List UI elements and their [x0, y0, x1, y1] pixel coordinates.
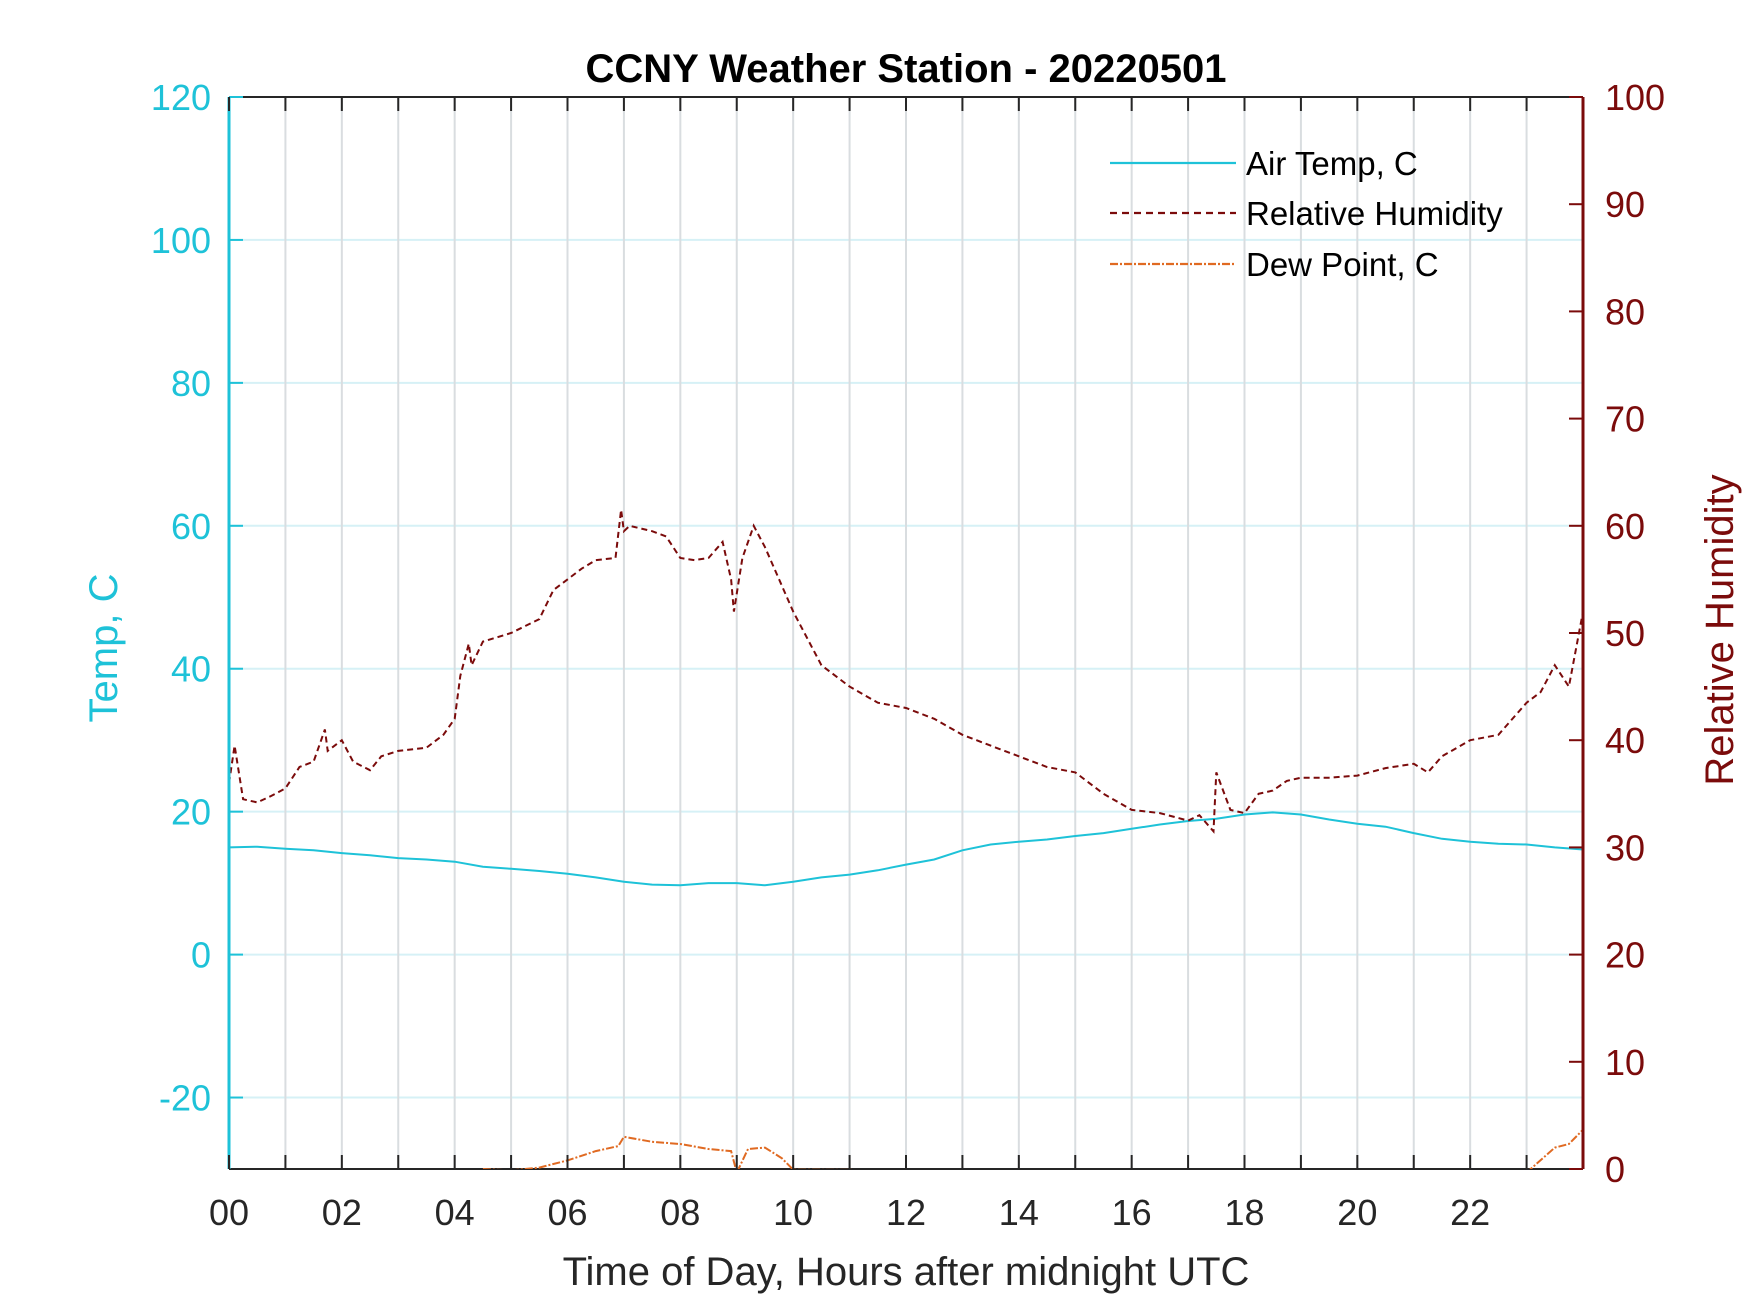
right-tick-label: 20	[1605, 935, 1645, 976]
right-tick-label: 60	[1605, 506, 1645, 547]
left-tick-label: 60	[171, 506, 211, 547]
legend-label-air-temp: Air Temp, C	[1246, 145, 1418, 182]
right-y-axis-label: Relative Humidity	[1698, 474, 1742, 785]
left-tick-label: 120	[151, 77, 211, 118]
series-layer	[229, 509, 1583, 1169]
chart-title: CCNY Weather Station - 20220501	[586, 47, 1227, 91]
left-y-axis-label: Temp, C	[82, 574, 126, 723]
left-y-axis: 120 100 80 60 40 20 0 -20	[151, 77, 243, 1169]
right-tick-label: 90	[1605, 184, 1645, 225]
left-tick-label: 0	[191, 935, 211, 976]
right-tick-label: 70	[1605, 399, 1645, 440]
x-tick-label: 08	[660, 1192, 700, 1233]
left-tick-label: 100	[151, 220, 211, 261]
x-tick-label: 06	[547, 1192, 587, 1233]
right-tick-label: 30	[1605, 827, 1645, 868]
x-tick-label: 10	[773, 1192, 813, 1233]
legend-label-dew-point: Dew Point, C	[1246, 246, 1439, 283]
left-tick-label: 20	[171, 792, 211, 833]
left-tick-label: -20	[159, 1078, 211, 1119]
x-tick-label: 18	[1224, 1192, 1264, 1233]
right-tick-label: 80	[1605, 291, 1645, 332]
x-tick-label: 14	[999, 1192, 1039, 1233]
x-axis-label: Time of Day, Hours after midnight UTC	[563, 1250, 1250, 1294]
legend: Air Temp, C Relative Humidity Dew Point,…	[1110, 145, 1503, 283]
right-tick-label: 100	[1605, 77, 1665, 118]
right-tick-label: 0	[1605, 1149, 1625, 1190]
series-line-air-temp-c	[229, 811, 1583, 887]
x-tick-label: 20	[1337, 1192, 1377, 1233]
left-tick-label: 40	[171, 649, 211, 690]
right-tick-label: 40	[1605, 720, 1645, 761]
x-tick-label: 02	[322, 1192, 362, 1233]
legend-label-relative-humidity: Relative Humidity	[1246, 195, 1503, 232]
right-tick-label: 50	[1605, 613, 1645, 654]
x-tick-label: 12	[886, 1192, 926, 1233]
x-tick-label: 16	[1112, 1192, 1152, 1233]
right-tick-label: 10	[1605, 1042, 1645, 1083]
x-axis: 00 02 04 06 08 10 12 14 16 18 20 22	[209, 97, 1528, 1233]
x-tick-label: 04	[435, 1192, 475, 1233]
left-tick-label: 80	[171, 363, 211, 404]
series-line-relative-humidity	[229, 509, 1583, 834]
series-line-dew-point-c	[482, 1128, 1583, 1169]
x-tick-label: 00	[209, 1192, 249, 1233]
x-tick-label: 22	[1450, 1192, 1490, 1233]
